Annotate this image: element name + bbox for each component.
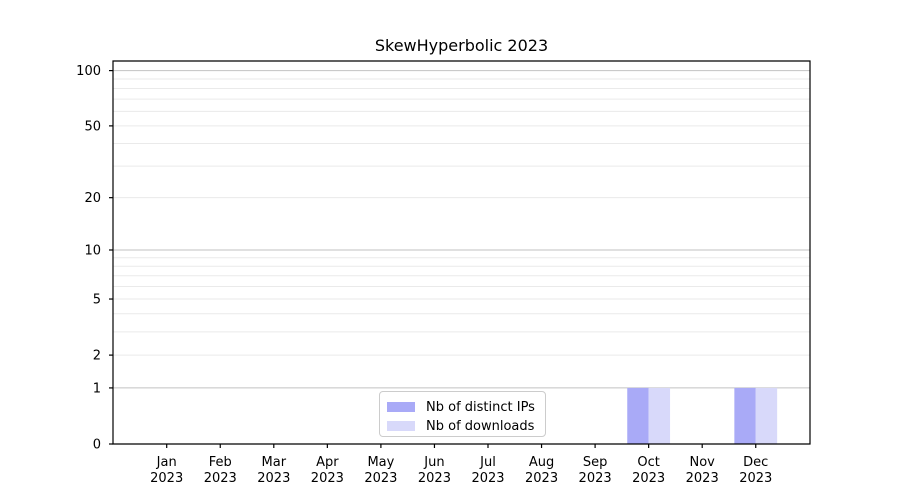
x-tick-label-year-jan: 2023 xyxy=(150,471,183,486)
x-tick-label-year-feb: 2023 xyxy=(204,471,237,486)
legend-item-distinct-ips: Nb of distinct IPs xyxy=(387,399,537,415)
y-tick-label-5: 5 xyxy=(93,293,101,308)
y-tick-label-1: 1 xyxy=(93,381,101,396)
x-tick-label-month-aug: Aug xyxy=(529,455,554,470)
legend-swatch-downloads-icon xyxy=(387,421,415,431)
x-tick-label-month-jun: Jun xyxy=(423,455,444,470)
x-tick-label-month-sep: Sep xyxy=(583,455,608,470)
legend: Nb of distinct IPs Nb of downloads xyxy=(379,391,546,437)
x-tick-label-year-oct: 2023 xyxy=(632,471,665,486)
y-tick-label-100: 100 xyxy=(76,64,101,79)
x-tick-label-month-feb: Feb xyxy=(209,455,232,470)
x-tick-label-month-oct: Oct xyxy=(637,455,659,470)
x-tick-label-year-dec: 2023 xyxy=(739,471,772,486)
x-tick-label-month-apr: Apr xyxy=(316,455,339,470)
x-tick-label-year-mar: 2023 xyxy=(257,471,290,486)
x-tick-label-month-nov: Nov xyxy=(690,455,716,470)
legend-swatch-distinct-ips-icon xyxy=(387,402,415,412)
x-tick-label-year-jul: 2023 xyxy=(471,471,504,486)
bar-downloads-oct-2023 xyxy=(648,387,671,444)
x-tick-label-year-aug: 2023 xyxy=(525,471,558,486)
x-tick-label-month-jul: Jul xyxy=(479,455,496,470)
x-tick-label-month-may: May xyxy=(367,455,394,470)
bar-distinct-ips-dec-2023 xyxy=(734,387,756,444)
y-tick-label-20: 20 xyxy=(84,191,101,206)
y-tick-label-10: 10 xyxy=(84,243,101,258)
x-tick-label-year-apr: 2023 xyxy=(311,471,344,486)
y-tick-label-0: 0 xyxy=(93,438,101,453)
x-tick-label-year-may: 2023 xyxy=(364,471,397,486)
legend-label-downloads: Nb of downloads xyxy=(426,418,535,434)
x-tick-label-year-sep: 2023 xyxy=(579,471,612,486)
bar-distinct-ips-oct-2023 xyxy=(627,387,649,444)
chart-title: SkewHyperbolic 2023 xyxy=(374,36,549,55)
bar-downloads-dec-2023 xyxy=(755,387,778,444)
y-tick-label-2: 2 xyxy=(93,349,101,364)
x-tick-label-month-jan: Jan xyxy=(156,455,177,470)
y-tick-label-50: 50 xyxy=(84,119,101,134)
x-tick-label-year-jun: 2023 xyxy=(418,471,451,486)
legend-label-distinct-ips: Nb of distinct IPs xyxy=(426,399,535,415)
legend-item-downloads: Nb of downloads xyxy=(387,418,537,434)
plot-frame xyxy=(112,60,811,445)
x-tick-label-month-dec: Dec xyxy=(743,455,768,470)
x-tick-label-year-nov: 2023 xyxy=(686,471,719,486)
x-tick-label-month-mar: Mar xyxy=(262,455,287,470)
